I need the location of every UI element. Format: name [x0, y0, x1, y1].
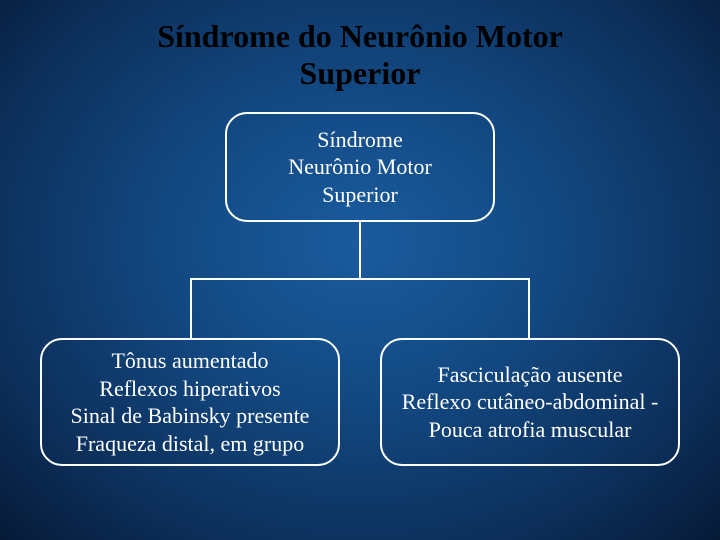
title-line-2: Superior [300, 55, 421, 91]
child-left-line-2: Reflexos hiperativos [99, 375, 280, 403]
child-left-line-3: Sinal de Babinsky presente [71, 402, 310, 430]
root-line-3: Superior [322, 181, 398, 209]
child-node-left: Tônus aumentado Reflexos hiperativos Sin… [40, 338, 340, 466]
slide: Síndrome do Neurônio Motor Superior Sínd… [0, 0, 720, 540]
child-node-right: Fasciculação ausente Reflexo cutâneo-abd… [380, 338, 680, 466]
child-right-line-2: Reflexo cutâneo-abdominal - [402, 388, 659, 416]
root-line-1: Síndrome [317, 126, 403, 154]
connector-vertical-left [190, 278, 192, 338]
child-left-line-4: Fraqueza distal, em grupo [76, 430, 305, 458]
root-line-2: Neurônio Motor [288, 153, 432, 181]
child-left-line-1: Tônus aumentado [111, 347, 268, 375]
connector-vertical-right [528, 278, 530, 338]
connector-horizontal [190, 278, 530, 280]
root-node: Síndrome Neurônio Motor Superior [225, 112, 495, 222]
child-right-line-1: Fasciculação ausente [437, 361, 622, 389]
connector-vertical-root [359, 222, 361, 280]
slide-title: Síndrome do Neurônio Motor Superior [0, 18, 720, 92]
child-right-line-3: Pouca atrofia muscular [429, 416, 632, 444]
title-line-1: Síndrome do Neurônio Motor [157, 18, 563, 54]
